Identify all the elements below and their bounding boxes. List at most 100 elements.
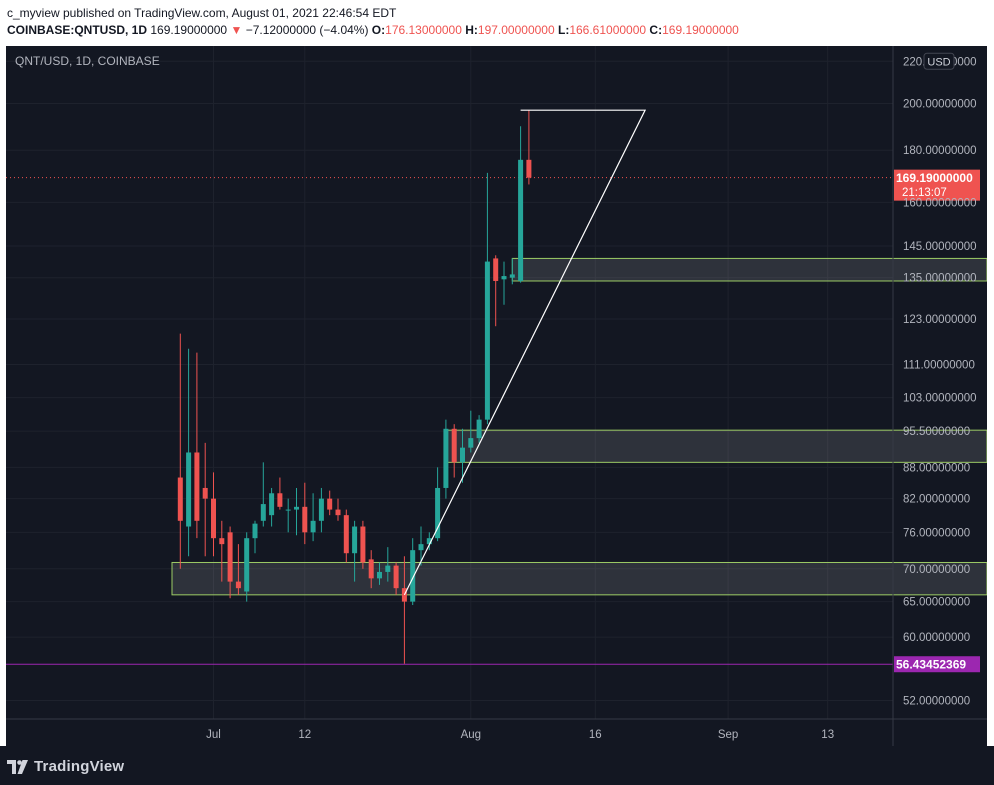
candle	[177, 333, 183, 569]
candle-body	[177, 477, 183, 521]
x-tick-label: Sep	[718, 729, 738, 741]
candle	[327, 490, 333, 516]
candle-body	[368, 559, 374, 579]
drawings	[403, 109, 647, 596]
candle-body	[277, 493, 283, 507]
open-label: O:	[371, 23, 386, 37]
candle-body	[302, 506, 308, 533]
open-value: 176.13000000	[385, 23, 462, 37]
y-tick-label: 82.00000000	[903, 494, 970, 506]
down-arrow-icon: ▼	[230, 23, 243, 37]
last-price-label: 169.19000000	[896, 171, 973, 185]
y-tick-label: 111.00000000	[903, 359, 975, 371]
zone-rect	[171, 561, 987, 596]
candle	[484, 172, 490, 425]
low-value: 166.61000000	[569, 23, 647, 37]
support-price-tag	[894, 656, 980, 673]
last-price-tag	[894, 169, 980, 201]
y-tick-label: 95.50000000	[903, 426, 970, 438]
candle	[368, 550, 374, 589]
tradingview-brand: TradingView	[34, 758, 125, 775]
candle-body	[227, 532, 233, 582]
candle-body	[310, 520, 316, 533]
candle	[493, 255, 499, 327]
candle	[252, 520, 258, 554]
candle-body	[318, 498, 324, 521]
candle	[277, 477, 283, 510]
candle	[410, 538, 416, 606]
candle	[343, 509, 349, 563]
published-by-line: c_myview published on TradingView.com, A…	[7, 6, 397, 20]
candle	[335, 498, 341, 521]
close-value: 169.19000000	[662, 23, 739, 37]
candle	[219, 520, 225, 582]
candle	[377, 562, 382, 585]
candle-body	[352, 526, 358, 554]
x-tick-label: 13	[821, 729, 834, 741]
candle-body	[476, 419, 482, 439]
candle-body	[401, 588, 407, 602]
zones	[171, 257, 987, 596]
x-tick-label: Jul	[206, 729, 221, 741]
candle	[194, 352, 200, 539]
candle	[235, 544, 241, 595]
candle-body	[435, 487, 441, 539]
candle-body	[343, 515, 349, 554]
candle	[310, 493, 316, 542]
low-label: L:	[558, 23, 570, 37]
y-tick-label: 160.00000000	[903, 197, 977, 209]
candle	[211, 472, 216, 557]
candle	[269, 487, 275, 527]
candle-body	[451, 428, 457, 463]
candle-body	[460, 447, 465, 463]
candle-body	[410, 550, 416, 602]
candle	[227, 526, 233, 599]
last-price-line-layer: 169.19000000 21:13:07	[6, 169, 980, 201]
candle	[385, 547, 391, 582]
candle	[285, 498, 291, 533]
candle-body	[493, 258, 499, 281]
support-line-layer: 56.43452369	[6, 656, 980, 673]
candle-body	[468, 438, 474, 448]
candle-body	[294, 506, 299, 510]
symbol-ohlc-line: COINBASE:QNTUSD, 1D 169.19000000 ▼ −7.12…	[7, 23, 739, 37]
candle	[509, 258, 515, 285]
support-price-label: 56.43452369	[896, 658, 966, 672]
y-tick-label: 180.00000000	[903, 145, 977, 157]
candle	[260, 462, 266, 527]
candle	[501, 261, 507, 305]
candle-body	[335, 509, 341, 516]
candle	[451, 424, 457, 478]
tradingview-logo-icon	[7, 759, 28, 774]
candle	[318, 487, 324, 533]
y-tick-label: 52.00000000	[903, 696, 970, 708]
close-label: C:	[649, 23, 663, 37]
chart-info-header: c_myview published on TradingView.com, A…	[0, 0, 994, 46]
candle-body	[484, 261, 490, 420]
candle-body	[202, 487, 208, 499]
candle	[443, 419, 449, 499]
candle-body	[327, 498, 333, 510]
candle-body	[509, 274, 515, 278]
candle-body	[443, 428, 449, 488]
trend-drawing	[403, 109, 647, 596]
candle	[401, 556, 407, 664]
candle-body	[244, 538, 250, 592]
candle-body	[526, 159, 532, 178]
candle-body	[501, 276, 507, 280]
tradingview-logo[interactable]: TradingView	[7, 758, 124, 775]
axes: 220.00000000200.00000000180.00000000160.…	[6, 46, 987, 746]
candle	[526, 110, 532, 185]
x-tick-label: 16	[589, 729, 602, 741]
candle	[468, 410, 474, 453]
high-label: H:	[465, 23, 478, 37]
candle-body	[385, 565, 391, 572]
candle	[476, 415, 482, 443]
last-price-text: 169.19000000	[150, 23, 228, 37]
y-tick-label: 135.00000000	[903, 273, 977, 285]
y-tick-label: 70.00000000	[903, 564, 970, 576]
candle	[352, 520, 358, 582]
candle	[435, 467, 441, 542]
